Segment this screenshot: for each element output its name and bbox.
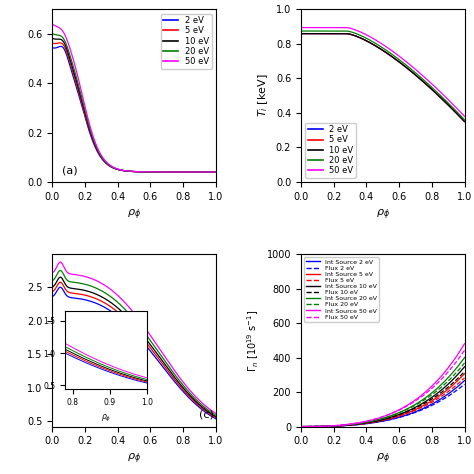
Legend: 2 eV, 5 eV, 10 eV, 20 eV, 50 eV: 2 eV, 5 eV, 10 eV, 20 eV, 50 eV xyxy=(161,14,211,69)
X-axis label: $\rho_\phi$: $\rho_\phi$ xyxy=(376,207,390,221)
Y-axis label: $\Gamma_n$ [$10^{19}$ s$^{-1}$]: $\Gamma_n$ [$10^{19}$ s$^{-1}$] xyxy=(246,310,261,372)
X-axis label: $\rho_\phi$: $\rho_\phi$ xyxy=(376,452,390,466)
Text: (c): (c) xyxy=(200,410,214,420)
Y-axis label: $T_i$ [keV]: $T_i$ [keV] xyxy=(256,74,270,118)
Legend: Int Source 2 eV, Flux 2 eV, Int Source 5 eV, Flux 5 eV, Int Source 10 eV, Flux 1: Int Source 2 eV, Flux 2 eV, Int Source 5… xyxy=(304,257,379,322)
X-axis label: $\rho_\phi$: $\rho_\phi$ xyxy=(127,207,141,221)
Text: (a): (a) xyxy=(62,165,78,175)
X-axis label: $\rho_\phi$: $\rho_\phi$ xyxy=(127,452,141,466)
Legend: 2 eV, 5 eV, 10 eV, 20 eV, 50 eV: 2 eV, 5 eV, 10 eV, 20 eV, 50 eV xyxy=(305,123,356,178)
